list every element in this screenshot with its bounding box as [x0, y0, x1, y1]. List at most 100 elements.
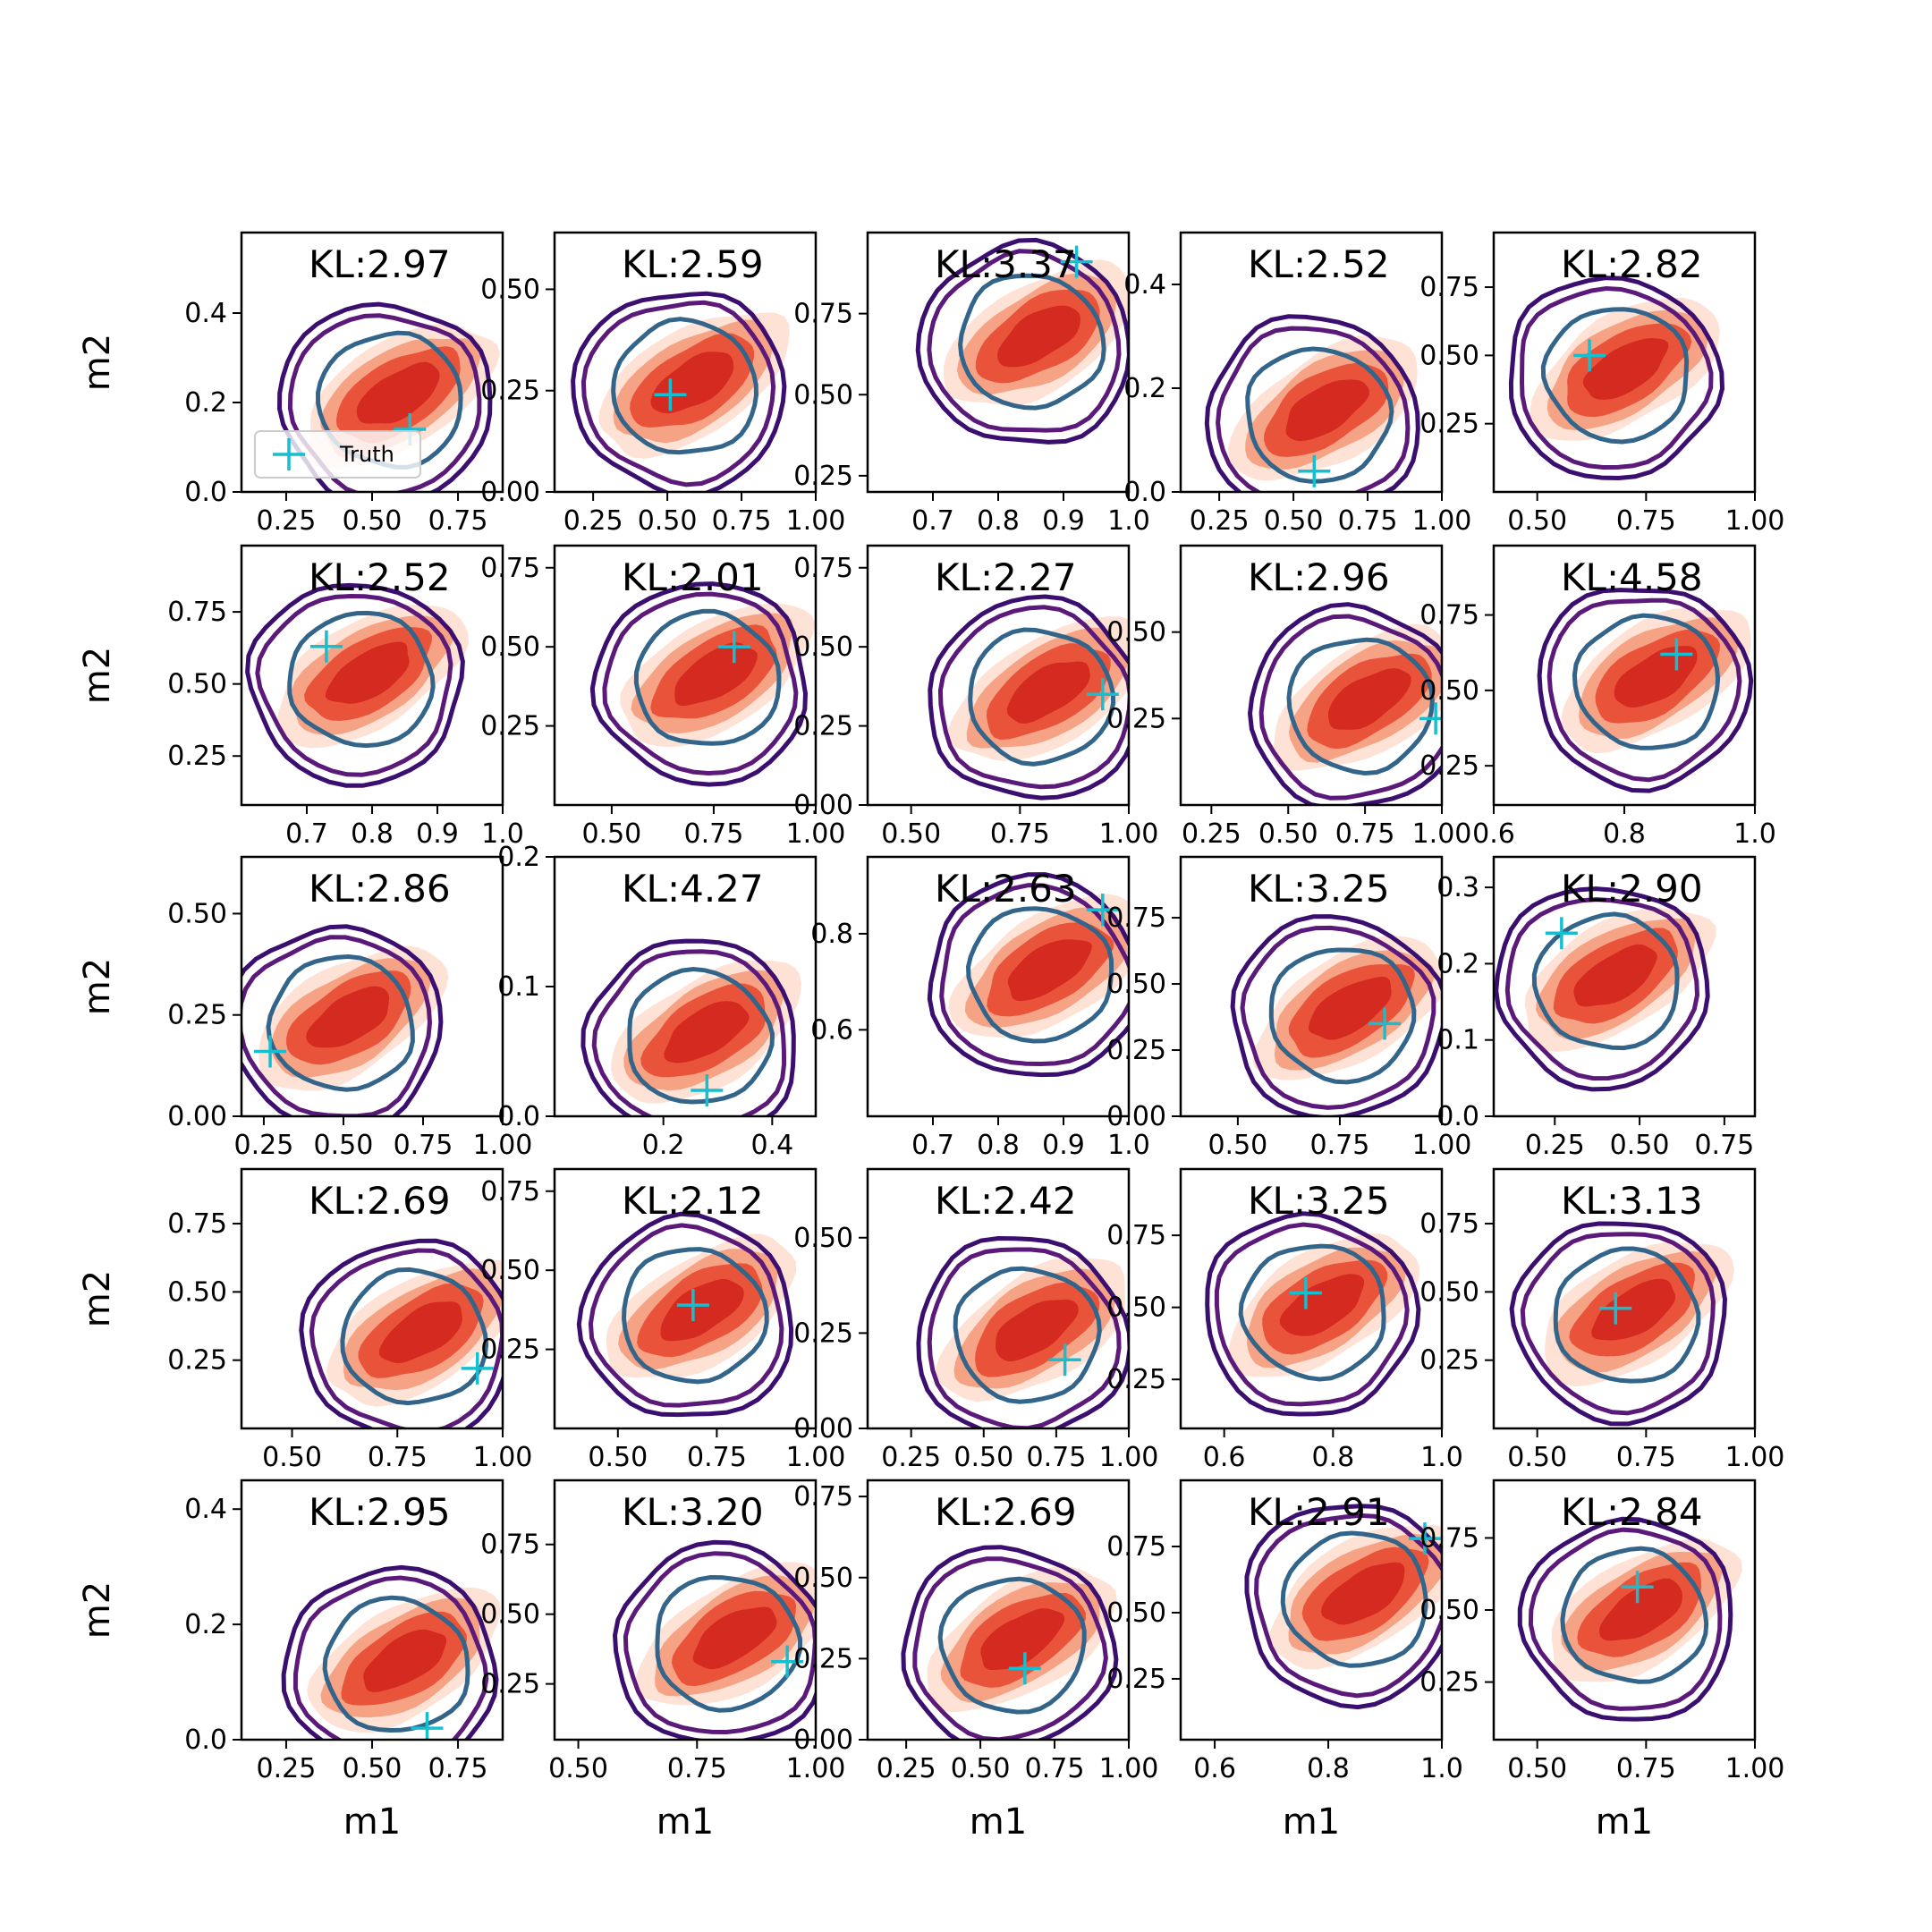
- middle-contour: [1240, 925, 1436, 1110]
- x-tick-label: 0.50: [1264, 505, 1324, 537]
- x-tick-label: 0.75: [1338, 505, 1398, 537]
- y-tick-label: 0.50: [1106, 617, 1166, 648]
- kl-divergence-label: KL:2.90: [1561, 867, 1703, 911]
- y-tick-label: 0.50: [167, 898, 227, 929]
- outer-contour: [916, 1235, 1129, 1428]
- outer-contour: [1517, 1516, 1733, 1722]
- y-tick-label: 0.75: [1419, 600, 1479, 631]
- subplot-12: 0.2 0.4 0.0 0.1 0.2 KL:4.27: [497, 842, 818, 1161]
- outer-contour: [927, 872, 1129, 1078]
- subplot-4: 0.25 0.50 0.75 1.00 0.0 0.2 0.4 KL:2.52: [1123, 231, 1471, 537]
- axes-frame: [553, 231, 818, 494]
- truth-marker: [461, 1352, 494, 1385]
- inner-contour: [1245, 346, 1394, 484]
- x-tick-label: 0.75: [394, 1130, 453, 1161]
- inner-contour: [965, 906, 1114, 1044]
- x-axis-label: m1: [970, 1801, 1027, 1843]
- middle-contour: [287, 313, 482, 492]
- inner-contour: [958, 273, 1106, 411]
- y-tick-label: 0.25: [167, 1000, 227, 1031]
- y-tick-label: 0.2: [497, 842, 540, 873]
- kl-divergence-label: KL:2.12: [622, 1179, 764, 1223]
- subplot-1: 0.25 0.50 0.75 0.0 0.2 0.4 KL:2.97 m2 Truth: [77, 231, 504, 537]
- y-tick-label: 0.50: [1106, 1292, 1166, 1324]
- outer-contour: [1230, 914, 1442, 1116]
- y-tick-label: 0.25: [1106, 703, 1166, 734]
- outer-contour: [1244, 1504, 1442, 1710]
- subplot-8: 0.50 0.75 1.00 0.00 0.25 0.50 0.75 KL:2.27: [793, 544, 1158, 850]
- axes-frame: [1179, 1167, 1444, 1430]
- reference-density-fill: [1582, 338, 1669, 400]
- x-tick-label: 0.50: [953, 1442, 1013, 1473]
- inner-contour: [1531, 911, 1680, 1051]
- truth-marker: [771, 1645, 804, 1678]
- middle-contour: [937, 605, 1129, 790]
- y-tick-label: 0.50: [1106, 969, 1166, 1000]
- density-contours: [1517, 1516, 1742, 1722]
- inner-contour: [340, 1267, 489, 1406]
- outer-contour: [1247, 602, 1442, 805]
- x-tick-label: 1.00: [1725, 1442, 1785, 1473]
- y-tick-label: 0.75: [1419, 272, 1479, 303]
- reference-density-fill: [1007, 939, 1092, 1002]
- subplot-14: 0.50 0.75 1.00 0.00 0.25 0.50 0.75 KL:3.25: [1106, 855, 1471, 1161]
- reference-density-fill: [664, 1001, 750, 1063]
- middle-contour: [242, 935, 433, 1116]
- reference-density-fill: [1309, 976, 1392, 1040]
- x-tick-label: 0.25: [257, 505, 317, 537]
- y-tick-label: 0.50: [793, 1563, 853, 1594]
- x-tick-label: 0.75: [1616, 1753, 1676, 1784]
- kl-divergence-label: KL:2.91: [1248, 1490, 1390, 1534]
- kl-divergence-label: KL:2.52: [309, 555, 451, 599]
- kl-divergence-label: KL:2.96: [1248, 555, 1390, 599]
- middle-contour: [588, 1223, 784, 1408]
- density-contours: [576, 1211, 797, 1418]
- y-tick-label: 0.25: [167, 741, 227, 772]
- y-tick-label: 0.3: [1436, 872, 1479, 903]
- y-tick-label: 0.50: [793, 1223, 853, 1254]
- density-contours: [612, 1539, 816, 1740]
- x-tick-label: 1.00: [473, 1130, 533, 1161]
- y-tick-label: 0.50: [1419, 340, 1479, 371]
- y-tick-label: 0.75: [793, 299, 853, 330]
- y-tick-label: 0.75: [480, 1176, 540, 1208]
- truth-marker: [1545, 917, 1578, 950]
- x-axis-label: m1: [1283, 1801, 1340, 1843]
- y-tick-label: 0.0: [1123, 477, 1166, 508]
- x-tick-label: 0.75: [687, 1442, 747, 1473]
- x-tick-label: 0.50: [588, 1442, 648, 1473]
- truth-marker: [254, 1035, 287, 1068]
- x-tick-label: 1.0: [1107, 505, 1150, 537]
- y-tick-label: 0.25: [793, 1643, 853, 1674]
- y-tick-label: 0.25: [1106, 1664, 1166, 1695]
- density-contours: [1205, 1211, 1421, 1417]
- y-tick-label: 0.4: [1123, 269, 1166, 301]
- outer-contour: [242, 924, 444, 1116]
- x-tick-label: 0.50: [1258, 818, 1318, 850]
- x-tick-label: 1.00: [786, 505, 846, 537]
- y-tick-label: 0.25: [1419, 1667, 1479, 1699]
- subplot-13: 0.7 0.8 0.9 1.0 0.6 0.8 KL:2.63: [810, 855, 1150, 1161]
- outer-contour: [1509, 1221, 1728, 1427]
- middle-contour: [1528, 1527, 1723, 1711]
- density-contours: [299, 1238, 503, 1428]
- reference-density-fill: [1591, 1278, 1676, 1341]
- density-contours: [928, 594, 1129, 801]
- y-tick-label: 0.50: [793, 631, 853, 663]
- y-tick-label: 0.75: [480, 553, 540, 584]
- inner-contour: [1572, 613, 1721, 750]
- truth-marker: [1060, 245, 1093, 278]
- outer-contour: [1537, 588, 1754, 793]
- outer-contour: [276, 301, 493, 492]
- inner-contour: [655, 1574, 802, 1713]
- legend-label: Truth: [339, 442, 394, 467]
- outer-contour: [1205, 1211, 1421, 1417]
- y-tick-label: 0.50: [1419, 1595, 1479, 1626]
- truth-marker: [1048, 1343, 1081, 1377]
- x-axis-label: m1: [1596, 1801, 1653, 1843]
- kl-divergence-label: KL:2.86: [309, 867, 451, 911]
- inner-contour: [266, 953, 415, 1092]
- truth-marker: [1086, 894, 1119, 927]
- y-tick-label: 0.25: [480, 1669, 540, 1700]
